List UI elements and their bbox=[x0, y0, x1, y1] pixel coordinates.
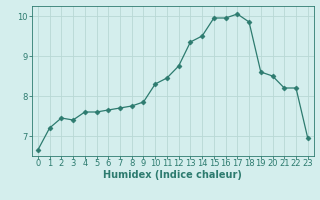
X-axis label: Humidex (Indice chaleur): Humidex (Indice chaleur) bbox=[103, 170, 242, 180]
